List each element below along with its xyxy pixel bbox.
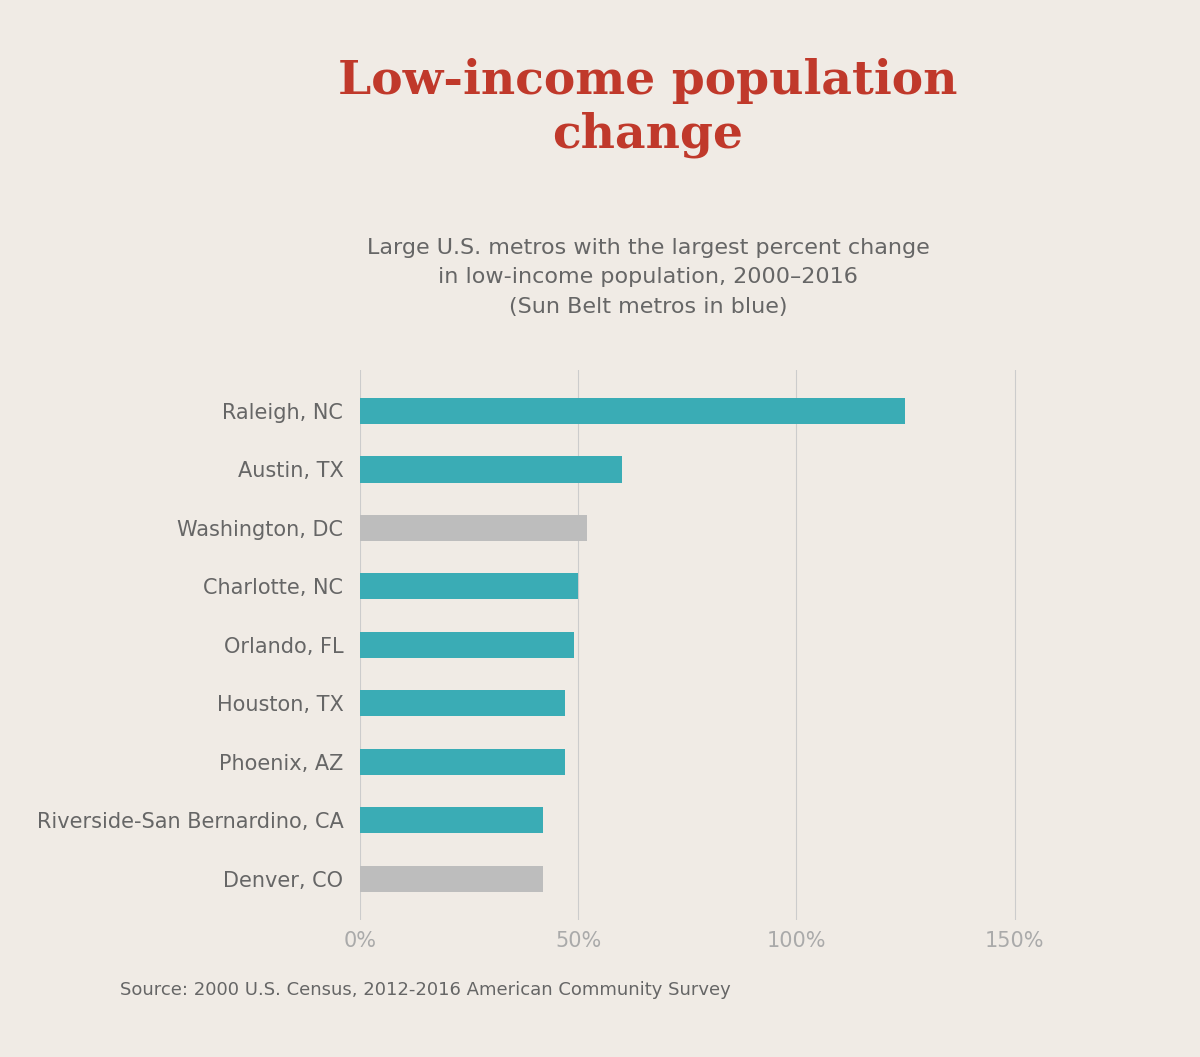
Text: Source: 2000 U.S. Census, 2012-2016 American Community Survey: Source: 2000 U.S. Census, 2012-2016 Amer… — [120, 981, 731, 999]
Bar — [360, 573, 578, 599]
Bar — [360, 808, 544, 833]
Text: Low-income population
change: Low-income population change — [338, 58, 958, 157]
Bar — [360, 632, 574, 657]
Bar — [360, 690, 565, 717]
Bar — [360, 515, 587, 541]
Bar — [360, 748, 565, 775]
Text: Large U.S. metros with the largest percent change
in low-income population, 2000: Large U.S. metros with the largest perce… — [367, 238, 929, 317]
Bar — [360, 457, 622, 482]
Bar — [360, 866, 544, 892]
Bar — [360, 397, 906, 424]
